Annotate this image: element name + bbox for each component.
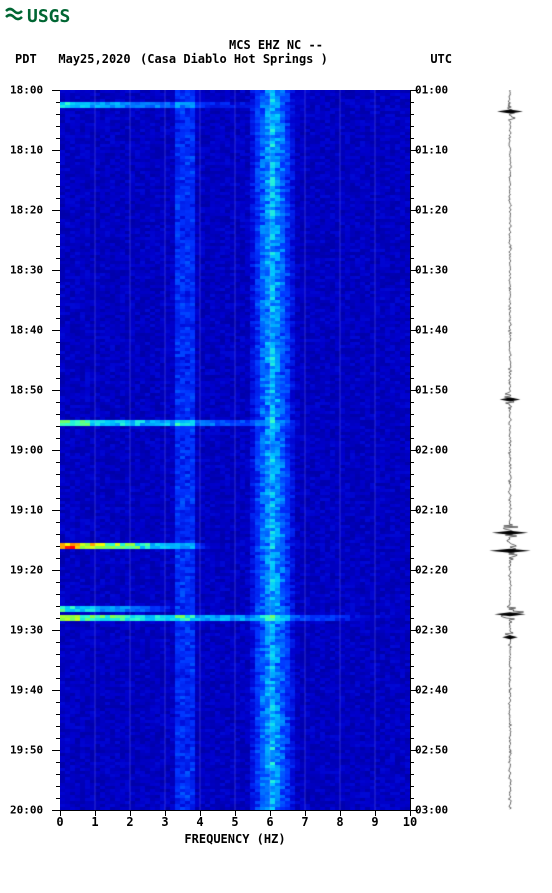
logo-text: USGS xyxy=(27,6,70,27)
x-tick: 10 xyxy=(403,815,417,829)
logo-wave-icon xyxy=(5,5,23,28)
tz-left: PDT xyxy=(15,52,37,66)
y-left-tick: 18:30 xyxy=(10,264,43,277)
y-right-tick: 01:30 xyxy=(415,264,448,277)
x-tick: 6 xyxy=(266,815,273,829)
y-right-tick: 02:00 xyxy=(415,444,448,457)
y-right-tick: 02:30 xyxy=(415,624,448,637)
y-left-tick: 18:50 xyxy=(10,384,43,397)
y-right-tick: 02:40 xyxy=(415,684,448,697)
y-left-tick: 18:40 xyxy=(10,324,43,337)
y-right-tick: 02:20 xyxy=(415,564,448,577)
y-left-tick: 20:00 xyxy=(10,804,43,817)
spectrogram-plot xyxy=(60,90,410,810)
y-right-tick: 02:10 xyxy=(415,504,448,517)
y-right-tick: 01:40 xyxy=(415,324,448,337)
x-tick: 3 xyxy=(161,815,168,829)
y-right-tick: 02:50 xyxy=(415,744,448,757)
y-right-tick: 01:10 xyxy=(415,144,448,157)
x-tick: 9 xyxy=(371,815,378,829)
x-axis-label: FREQUENCY (HZ) xyxy=(60,832,410,846)
y-left-tick: 19:00 xyxy=(10,444,43,457)
x-tick: 1 xyxy=(91,815,98,829)
date: May25,2020 xyxy=(58,52,130,66)
y-right-tick: 01:20 xyxy=(415,204,448,217)
x-tick: 8 xyxy=(336,815,343,829)
y-left-tick: 19:30 xyxy=(10,624,43,637)
seismogram-canvas xyxy=(480,90,540,810)
x-tick: 2 xyxy=(126,815,133,829)
y-right-tick: 01:50 xyxy=(415,384,448,397)
tz-right: UTC xyxy=(430,52,452,66)
y-left-tick: 18:00 xyxy=(10,84,43,97)
y-left-tick: 19:10 xyxy=(10,504,43,517)
y-left-tick: 18:10 xyxy=(10,144,43,157)
y-left-tick: 18:20 xyxy=(10,204,43,217)
spectrogram-canvas xyxy=(60,90,410,810)
seismogram-trace xyxy=(480,90,540,810)
x-tick: 7 xyxy=(301,815,308,829)
usgs-logo: USGS xyxy=(5,5,70,28)
x-tick: 4 xyxy=(196,815,203,829)
x-tick: 0 xyxy=(56,815,63,829)
y-right-tick: 03:00 xyxy=(415,804,448,817)
x-tick: 5 xyxy=(231,815,238,829)
chart-title: MCS EHZ NC -- xyxy=(0,38,552,52)
location: (Casa Diablo Hot Springs ) xyxy=(140,52,328,66)
y-left-tick: 19:20 xyxy=(10,564,43,577)
y-left-tick: 19:50 xyxy=(10,744,43,757)
y-left-tick: 19:40 xyxy=(10,684,43,697)
y-right-tick: 01:00 xyxy=(415,84,448,97)
header-left: PDT May25,2020 xyxy=(15,52,131,66)
